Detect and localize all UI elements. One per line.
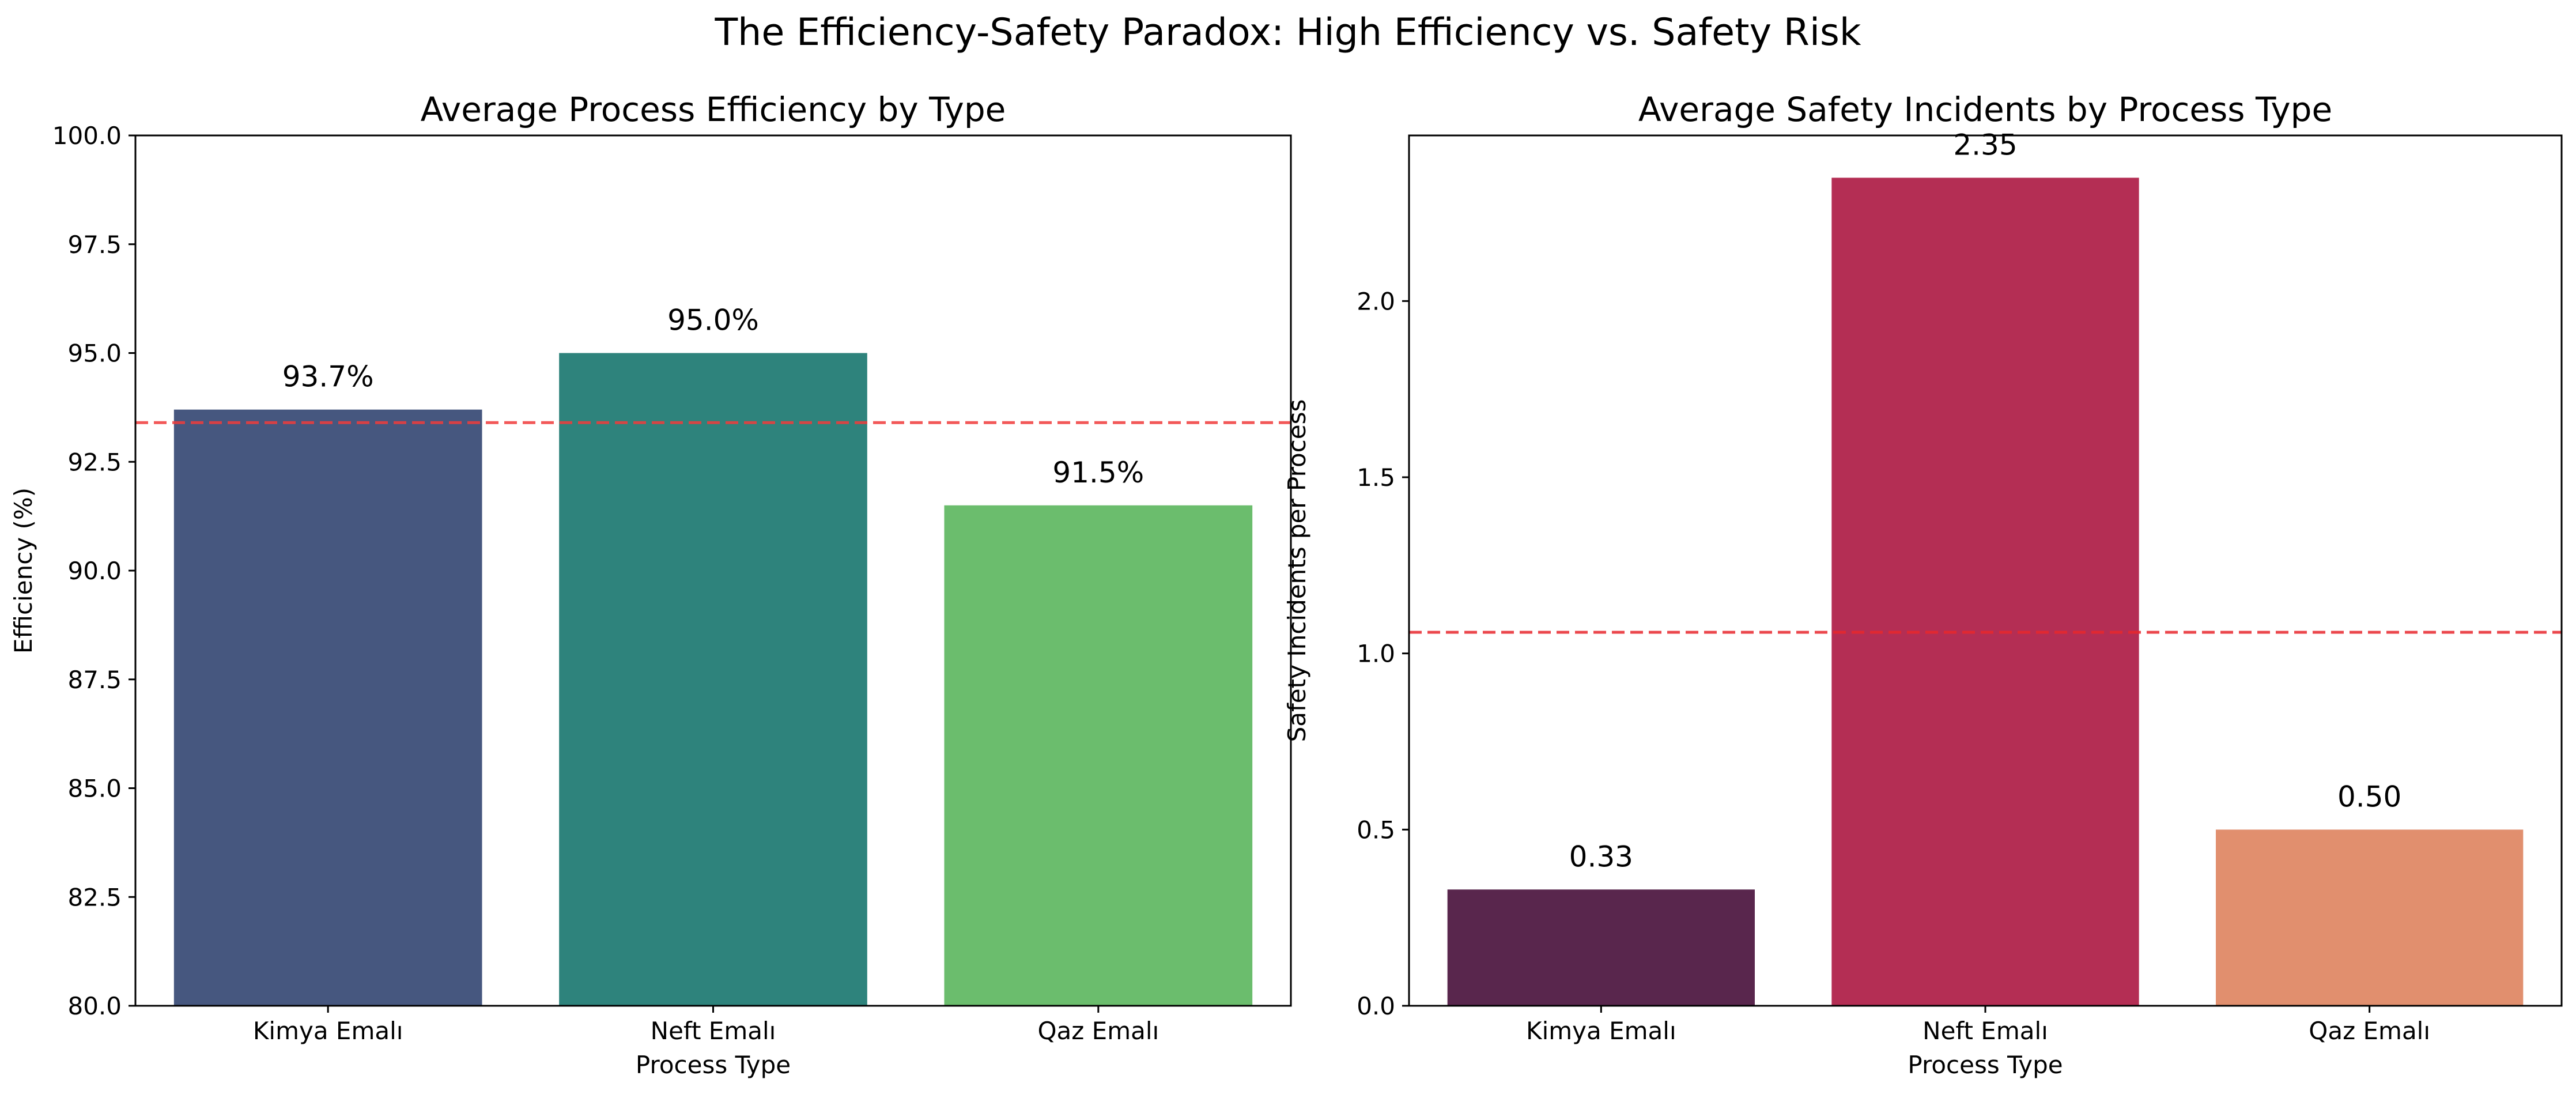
safety-x-ticks: Kimya Emalı Neft Emalı Qaz Emalı: [1526, 1006, 2430, 1045]
safety-y-axis-label: Safety Incidents per Process: [1283, 399, 1311, 742]
efficiency-chart-title: Average Process Efficiency by Type: [421, 90, 1006, 129]
efficiency-y-tick-label: 92.5: [67, 448, 122, 476]
safety-data-label: 2.35: [1953, 128, 2017, 161]
safety-data-label: 0.50: [2337, 780, 2401, 813]
safety-x-tick-label: Neft Emalı: [1922, 1017, 2048, 1045]
efficiency-x-tick-label: Neft Emalı: [651, 1017, 776, 1045]
efficiency-y-tick-label: 85.0: [67, 775, 122, 803]
safety-x-tick-label: Kimya Emalı: [1526, 1017, 1676, 1045]
safety-bar: [2216, 829, 2524, 1006]
safety-x-axis-label: Process Type: [1908, 1051, 2063, 1079]
efficiency-data-label: 95.0%: [667, 304, 759, 337]
efficiency-data-label: 93.7%: [282, 360, 374, 394]
safety-y-ticks: 0.0 0.5 1.0 1.5 2.0: [1357, 287, 1409, 1020]
efficiency-y-tick-label: 95.0: [67, 339, 122, 368]
efficiency-x-axis-label: Process Type: [636, 1051, 791, 1079]
safety-y-tick-label: 0.5: [1357, 816, 1395, 844]
safety-chart-title: Average Safety Incidents by Process Type: [1638, 90, 2332, 129]
safety-y-tick-label: 1.0: [1357, 640, 1395, 668]
efficiency-y-tick-label: 90.0: [67, 557, 122, 585]
safety-y-tick-label: 0.0: [1357, 992, 1395, 1020]
efficiency-data-labels: 93.7% 95.0% 91.5%: [282, 304, 1145, 489]
efficiency-y-tick-label: 97.5: [67, 231, 122, 259]
efficiency-bar: [944, 505, 1253, 1006]
efficiency-bar: [173, 409, 482, 1006]
efficiency-y-ticks: 80.0 82.5 85.0 87.5 90.0 92.5 95.0 97.5 100.0: [52, 122, 135, 1020]
safety-chart: 0.0 0.5 1.0 1.5 2.0 Kimya Emalı Neft Emalı Qaz…: [1283, 90, 2563, 1079]
safety-bar: [1831, 178, 2139, 1006]
efficiency-y-tick-label: 82.5: [67, 883, 122, 911]
efficiency-x-tick-label: Qaz Emalı: [1037, 1017, 1159, 1045]
efficiency-bars: [173, 353, 1253, 1006]
efficiency-y-tick-label: 87.5: [67, 666, 122, 694]
efficiency-y-axis-label: Efficiency (%): [9, 488, 37, 654]
safety-y-tick-label: 2.0: [1357, 287, 1395, 315]
safety-bar: [1447, 889, 1755, 1006]
safety-bars: [1447, 178, 2524, 1006]
efficiency-bar: [559, 353, 867, 1006]
efficiency-y-tick-label: 100.0: [52, 122, 122, 150]
figure-title: The Efficiency-Safety Paradox: High Effi…: [714, 11, 1861, 54]
efficiency-y-tick-label: 80.0: [67, 992, 122, 1020]
efficiency-data-label: 91.5%: [1052, 456, 1144, 489]
safety-y-tick-label: 1.5: [1357, 463, 1395, 492]
efficiency-x-tick-label: Kimya Emalı: [253, 1017, 403, 1045]
safety-data-label: 0.33: [1569, 840, 1633, 873]
efficiency-chart: 80.0 82.5 85.0 87.5 90.0 92.5 95.0 97.5 100.0 Ki…: [9, 90, 1292, 1079]
safety-x-tick-label: Qaz Emalı: [2309, 1017, 2430, 1045]
safety-data-labels: 0.33 2.35 0.50: [1569, 128, 2402, 873]
efficiency-x-ticks: Kimya Emalı Neft Emalı Qaz Emalı: [253, 1006, 1159, 1045]
